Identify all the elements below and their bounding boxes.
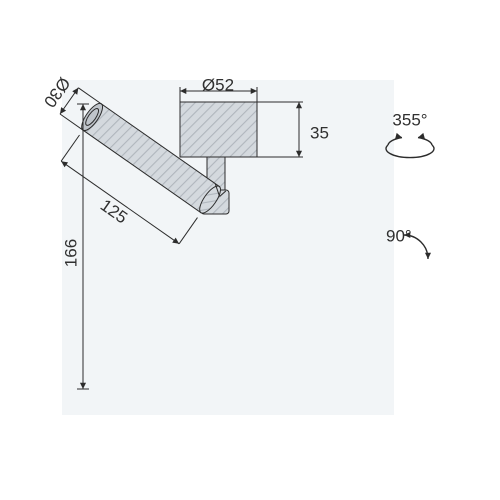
- dim-mount-diameter-label: Ø52: [202, 75, 234, 94]
- dim-mount-height-label: 35: [310, 123, 329, 142]
- rotation-horizontal-label: 355°: [392, 110, 427, 129]
- mount-block: [180, 102, 257, 157]
- dim-height-label: 166: [61, 239, 80, 267]
